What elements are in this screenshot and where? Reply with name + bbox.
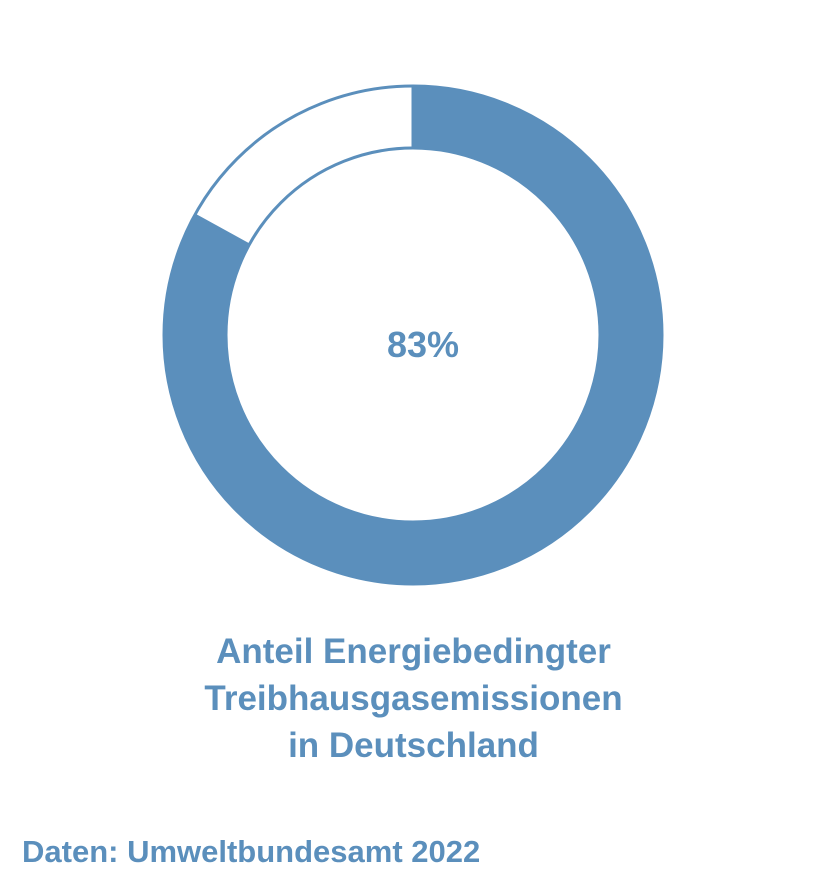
data-source-note: Daten: Umweltbundesamt 2022 [22,834,481,869]
donut-slice-2 [196,88,414,245]
chart-title-line-2: Treibhausgasemissionen [204,679,623,718]
chart-title-line-3: in Deutschland [288,726,539,765]
center-value-label: 83% [387,324,459,365]
slice-boundary-2 [193,213,251,247]
chart-title-line-1: Anteil Energiebedingter [216,632,611,671]
donut-slice-1 [163,85,663,585]
donut-chart: 83% [162,84,664,586]
chart-title: Anteil Energiebedingter Treibhausgasemis… [0,628,827,769]
donut-slices [162,84,664,586]
